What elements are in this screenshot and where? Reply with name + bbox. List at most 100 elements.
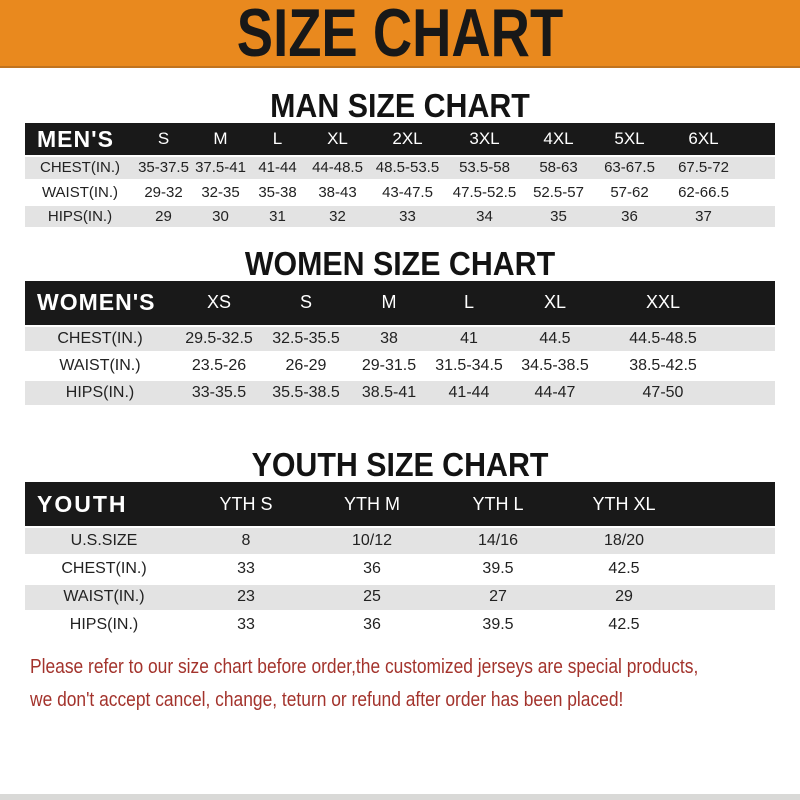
column-header-cell: S	[135, 123, 192, 157]
value-cell: 32.5-35.5	[263, 325, 349, 354]
column-header-cell: YTH XL	[561, 482, 687, 528]
row-label-cell: WAIST(IN.)	[25, 583, 183, 613]
value-cell: 36	[594, 204, 665, 230]
column-header-cell: 3XL	[446, 123, 523, 157]
column-header-cell: 5XL	[594, 123, 665, 157]
value-cell: 62-66.5	[665, 180, 742, 206]
row-label-cell: CHEST(IN.)	[25, 555, 183, 585]
value-cell: 58-63	[523, 156, 594, 182]
size-table-header-row: MEN'S S M L XL 2XL 3XL 4XL 5XL 6XL	[25, 123, 775, 157]
value-cell: 35.5-38.5	[263, 379, 349, 408]
table-row: WAIST(IN.) 23 25 27 29	[25, 583, 775, 613]
column-header-cell: YTH S	[183, 482, 309, 528]
value-cell: 39.5	[435, 611, 561, 641]
value-cell: 35	[523, 204, 594, 230]
filler-cell	[725, 325, 775, 354]
column-header-cell: S	[263, 280, 349, 327]
table-row: HIPS(IN.) 29 30 31 32 33 34 35 36 37	[25, 204, 775, 230]
value-cell: 41-44	[249, 156, 306, 182]
table-title-cell: WOMEN'S	[25, 280, 175, 327]
value-cell: 25	[309, 583, 435, 613]
table-row: U.S.SIZE 8 10/12 14/16 18/20	[25, 527, 775, 557]
value-cell: 23	[183, 583, 309, 613]
women-size-table: WOMEN'S XS S M L XL XXL CHEST(IN.) 29.5-32.5 32.5…	[25, 280, 775, 408]
value-cell: 38	[349, 325, 429, 354]
table-title-cell: MEN'S	[25, 123, 135, 157]
table-row: CHEST(IN.) 33 36 39.5 42.5	[25, 555, 775, 585]
value-cell: 39.5	[435, 555, 561, 585]
table-row: WAIST(IN.) 23.5-26 26-29 29-31.5 31.5-34.5 34…	[25, 352, 775, 381]
column-header-cell: XXL	[601, 280, 725, 327]
order-policy-line-1: Please refer to our size chart before or…	[30, 655, 699, 678]
value-cell: 37.5-41	[192, 156, 249, 182]
value-cell: 36	[309, 611, 435, 641]
row-label-cell: CHEST(IN.)	[25, 156, 135, 182]
value-cell: 57-62	[594, 180, 665, 206]
value-cell: 35-38	[249, 180, 306, 206]
value-cell: 43-47.5	[369, 180, 446, 206]
value-cell: 38-43	[306, 180, 369, 206]
filler-cell	[687, 555, 775, 585]
value-cell: 23.5-26	[175, 352, 263, 381]
value-cell: 32-35	[192, 180, 249, 206]
column-header-cell: YTH L	[435, 482, 561, 528]
value-cell: 29-31.5	[349, 352, 429, 381]
value-cell: 14/16	[435, 527, 561, 557]
value-cell: 29	[561, 583, 687, 613]
filler-cell	[687, 482, 775, 528]
value-cell: 27	[435, 583, 561, 613]
value-cell: 18/20	[561, 527, 687, 557]
filler-cell	[725, 379, 775, 408]
value-cell: 8	[183, 527, 309, 557]
table-row: WAIST(IN.) 29-32 32-35 35-38 38-43 43-47.5 47.…	[25, 180, 775, 206]
value-cell: 42.5	[561, 555, 687, 585]
value-cell: 41	[429, 325, 509, 354]
value-cell: 33	[183, 611, 309, 641]
value-cell: 31.5-34.5	[429, 352, 509, 381]
youth-size-table: YOUTH YTH S YTH M YTH L YTH XL U.S.SIZE 8 10/12…	[25, 482, 775, 641]
table-row: CHEST(IN.) 29.5-32.5 32.5-35.5 38 41 44.5 44.5…	[25, 325, 775, 354]
filler-cell	[687, 611, 775, 641]
value-cell: 35-37.5	[135, 156, 192, 182]
value-cell: 29.5-32.5	[175, 325, 263, 354]
column-header-cell: XL	[509, 280, 601, 327]
filler-cell	[687, 527, 775, 557]
value-cell: 26-29	[263, 352, 349, 381]
value-cell: 32	[306, 204, 369, 230]
filler-cell	[725, 352, 775, 381]
column-header-cell: M	[349, 280, 429, 327]
column-header-cell: L	[429, 280, 509, 327]
value-cell: 44.5-48.5	[601, 325, 725, 354]
value-cell: 36	[309, 555, 435, 585]
row-label-cell: WAIST(IN.)	[25, 180, 135, 206]
youth-section-heading: YOUTH SIZE CHART	[251, 446, 549, 483]
value-cell: 31	[249, 204, 306, 230]
value-cell: 34.5-38.5	[509, 352, 601, 381]
bottom-edge-strip	[0, 794, 800, 800]
filler-cell	[725, 280, 775, 327]
column-header-cell: 4XL	[523, 123, 594, 157]
value-cell: 38.5-42.5	[601, 352, 725, 381]
row-label-cell: HIPS(IN.)	[25, 379, 175, 408]
filler-cell	[742, 123, 775, 157]
man-section-heading: MAN SIZE CHART	[270, 87, 530, 124]
order-policy-line-2: we don't accept cancel, change, teturn o…	[30, 688, 624, 711]
men-size-table: MEN'S S M L XL 2XL 3XL 4XL 5XL 6XL CHEST(IN.) 35-37…	[25, 123, 775, 230]
value-cell: 41-44	[429, 379, 509, 408]
value-cell: 10/12	[309, 527, 435, 557]
value-cell: 48.5-53.5	[369, 156, 446, 182]
filler-cell	[742, 204, 775, 230]
value-cell: 47-50	[601, 379, 725, 408]
column-header-cell: YTH M	[309, 482, 435, 528]
page-title: SIZE CHART	[236, 0, 564, 71]
column-header-cell: XS	[175, 280, 263, 327]
filler-cell	[742, 180, 775, 206]
column-header-cell: XL	[306, 123, 369, 157]
value-cell: 30	[192, 204, 249, 230]
table-row: HIPS(IN.) 33-35.5 35.5-38.5 38.5-41 41-44 44-…	[25, 379, 775, 408]
table-title-cell: YOUTH	[25, 482, 183, 528]
banner: SIZE CHART	[0, 0, 800, 68]
value-cell: 33-35.5	[175, 379, 263, 408]
value-cell: 44-47	[509, 379, 601, 408]
value-cell: 63-67.5	[594, 156, 665, 182]
